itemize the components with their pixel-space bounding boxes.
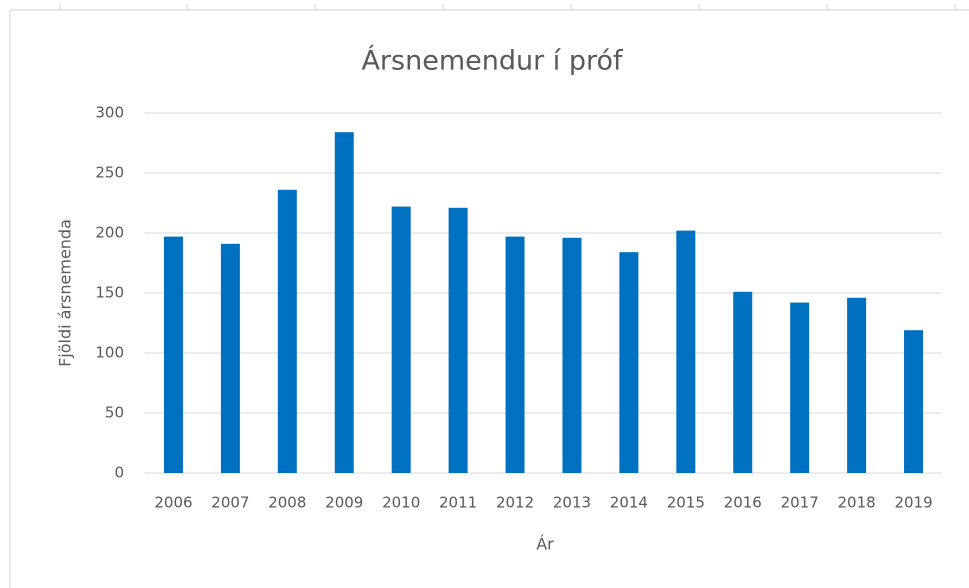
bar xyxy=(847,297,867,473)
x-axis-title: Ár xyxy=(536,535,554,554)
x-tick-label: 2018 xyxy=(838,494,876,512)
bar xyxy=(619,252,639,473)
x-tick-label: 2015 xyxy=(667,494,705,512)
x-tick-label: 2008 xyxy=(268,494,306,512)
bar xyxy=(790,302,810,473)
chart-title: Ársnemendur í próf xyxy=(361,45,624,77)
bar xyxy=(391,206,411,473)
bar xyxy=(505,236,525,473)
sheet-frame xyxy=(9,4,969,588)
x-tick-label: 2019 xyxy=(894,494,932,512)
x-tick-label: 2012 xyxy=(496,494,534,512)
x-tick-label: 2006 xyxy=(154,494,192,512)
bar xyxy=(676,230,696,473)
x-tick-label: 2010 xyxy=(382,494,420,512)
x-tick-label: 2014 xyxy=(610,494,648,512)
bar xyxy=(904,330,924,473)
y-tick-label: 50 xyxy=(105,404,124,422)
bar xyxy=(562,237,582,473)
bar xyxy=(163,236,183,473)
bar xyxy=(448,207,468,474)
x-tick-label: 2009 xyxy=(325,494,363,512)
x-tick-label: 2007 xyxy=(211,494,249,512)
y-tick-label: 150 xyxy=(95,284,124,302)
x-tick-label: 2017 xyxy=(781,494,819,512)
y-tick-label: 200 xyxy=(95,224,124,242)
x-tick-label: 2011 xyxy=(439,494,477,512)
bar xyxy=(733,291,753,473)
bar xyxy=(220,243,240,473)
y-axis-title: Fjöldi ársnemenda xyxy=(56,219,75,367)
y-tick-label: 250 xyxy=(95,164,124,182)
y-tick-label: 300 xyxy=(95,104,124,122)
y-tick-label: 100 xyxy=(95,344,124,362)
bar xyxy=(277,189,297,474)
x-tick-label: 2013 xyxy=(553,494,591,512)
x-tick-label: 2016 xyxy=(724,494,762,512)
bar xyxy=(334,132,354,473)
y-tick-label: 0 xyxy=(114,464,124,482)
